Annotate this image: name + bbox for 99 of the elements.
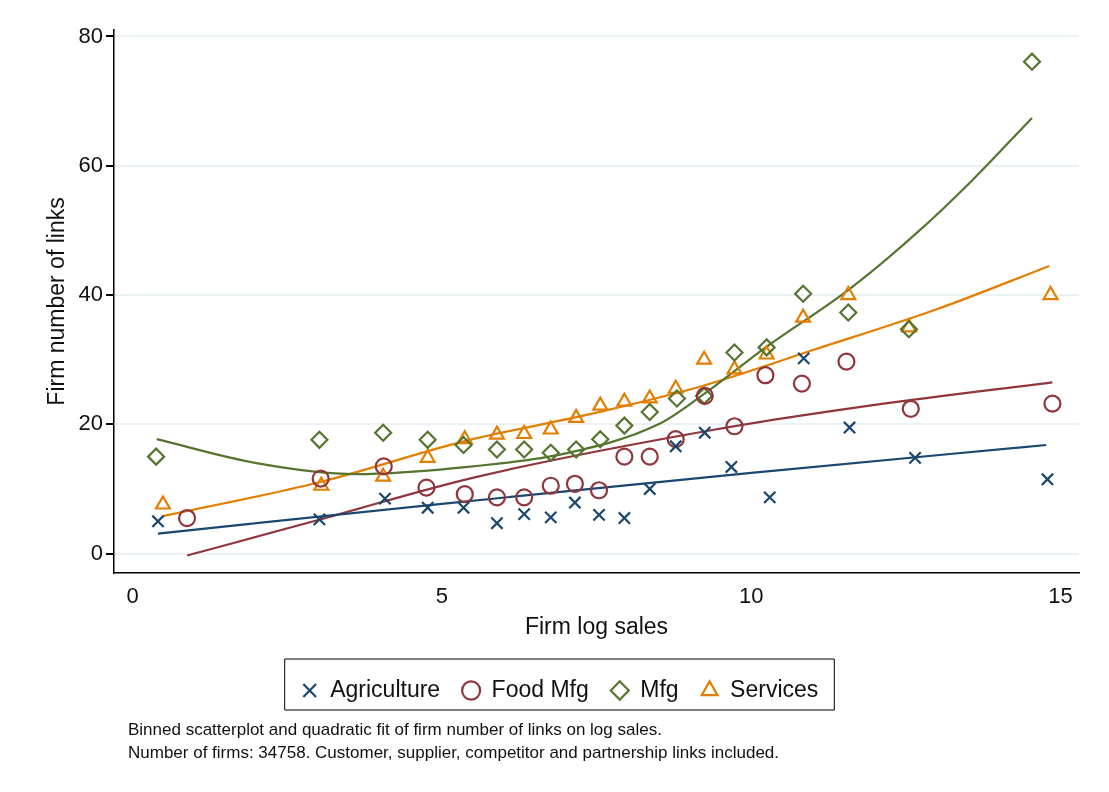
point bbox=[667, 389, 687, 408]
point bbox=[420, 500, 435, 515]
point bbox=[568, 495, 582, 510]
point bbox=[908, 451, 922, 465]
point bbox=[541, 476, 560, 495]
legend-label: Food Mfg bbox=[491, 675, 589, 702]
text: Number of firms: 34758. Customer, supplier, competitor and partnership links included. bbox=[128, 742, 780, 764]
point bbox=[542, 420, 559, 435]
y-tick-label: 80 bbox=[78, 22, 104, 48]
point bbox=[726, 360, 743, 375]
y-tick-label: 60 bbox=[78, 151, 104, 177]
point bbox=[312, 512, 327, 527]
y-tick-label: 0 bbox=[90, 539, 104, 565]
point bbox=[757, 338, 776, 357]
point bbox=[725, 343, 744, 362]
x-tick-label: 5 bbox=[435, 583, 449, 609]
point bbox=[418, 430, 437, 449]
y-tick-label: 20 bbox=[78, 410, 104, 436]
point bbox=[147, 447, 166, 466]
point bbox=[756, 366, 775, 385]
point bbox=[456, 500, 471, 515]
point bbox=[901, 399, 920, 418]
point bbox=[794, 284, 813, 303]
point bbox=[837, 352, 856, 371]
point bbox=[417, 478, 436, 497]
point bbox=[456, 430, 473, 445]
point bbox=[375, 467, 392, 482]
point bbox=[313, 476, 330, 491]
x-axis-title: Firm log sales bbox=[524, 612, 669, 639]
point bbox=[419, 448, 436, 464]
point bbox=[668, 439, 683, 454]
point bbox=[565, 474, 584, 493]
point bbox=[792, 374, 811, 393]
point bbox=[796, 351, 811, 366]
line-series bbox=[161, 264, 1051, 518]
point bbox=[374, 423, 393, 442]
point bbox=[667, 379, 684, 394]
x-tick-label: 0 bbox=[126, 583, 139, 609]
point bbox=[795, 308, 812, 323]
point bbox=[517, 507, 531, 521]
legend-label: Mfg bbox=[640, 675, 679, 702]
point bbox=[615, 416, 634, 435]
point bbox=[642, 482, 657, 496]
point bbox=[454, 435, 473, 455]
point bbox=[724, 460, 739, 474]
point bbox=[455, 485, 474, 504]
point bbox=[544, 510, 558, 525]
point bbox=[591, 430, 610, 449]
point bbox=[616, 392, 633, 407]
point bbox=[177, 508, 197, 528]
point bbox=[840, 285, 857, 301]
point bbox=[311, 469, 330, 488]
point bbox=[617, 511, 632, 525]
point bbox=[310, 430, 329, 449]
legend-label: Services bbox=[730, 675, 819, 702]
point bbox=[640, 447, 659, 466]
point bbox=[151, 514, 165, 529]
point bbox=[515, 488, 534, 507]
y-tick-label: 40 bbox=[78, 281, 104, 307]
point bbox=[758, 345, 775, 360]
point bbox=[839, 303, 858, 322]
point bbox=[666, 430, 685, 449]
line-series bbox=[155, 116, 1034, 476]
point bbox=[515, 440, 534, 459]
x-tick-label: 10 bbox=[738, 583, 764, 609]
legend-label: Agriculture bbox=[330, 675, 441, 702]
x-tick-label: 15 bbox=[1048, 583, 1073, 609]
point bbox=[568, 408, 585, 423]
point bbox=[541, 443, 560, 462]
text: Binned scatterplot and quadratic fit of firm number of links on log sales. bbox=[128, 719, 663, 741]
point bbox=[615, 447, 634, 466]
point bbox=[899, 320, 918, 339]
point bbox=[1040, 472, 1055, 487]
point bbox=[641, 389, 658, 404]
point bbox=[490, 516, 504, 530]
point bbox=[1043, 394, 1062, 413]
point bbox=[640, 402, 659, 422]
point bbox=[592, 396, 609, 411]
line-series bbox=[185, 381, 1054, 557]
point bbox=[487, 488, 507, 507]
point bbox=[725, 417, 744, 436]
point bbox=[488, 425, 505, 440]
point bbox=[516, 424, 533, 440]
point bbox=[589, 481, 609, 500]
point bbox=[154, 495, 171, 510]
point bbox=[487, 440, 507, 459]
point bbox=[696, 350, 713, 365]
point bbox=[378, 491, 392, 506]
y-axis-title: Firm number of links bbox=[43, 197, 70, 406]
point bbox=[567, 440, 586, 459]
point bbox=[900, 318, 917, 333]
point bbox=[698, 425, 712, 440]
point bbox=[762, 490, 777, 505]
point bbox=[842, 420, 857, 435]
point bbox=[1022, 52, 1042, 71]
point bbox=[592, 508, 606, 522]
point bbox=[1042, 285, 1059, 301]
line-series bbox=[156, 443, 1048, 535]
point bbox=[374, 457, 393, 476]
